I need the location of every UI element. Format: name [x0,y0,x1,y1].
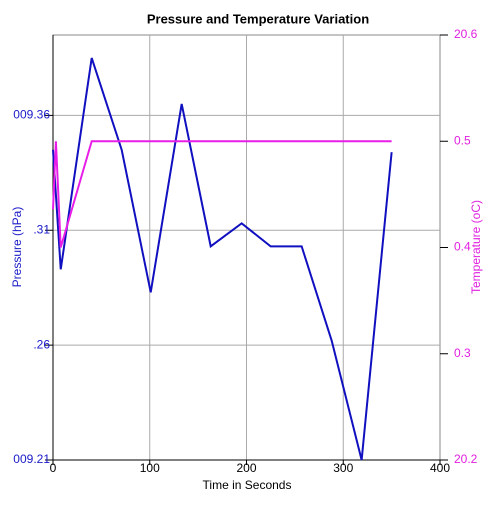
y-tick-label: 009.21 [13,452,50,466]
y2-tick-label: 0.5 [454,133,471,147]
x-tick-label: 200 [236,461,256,475]
y2-tick-label: 20.6 [454,27,478,41]
y2-axis-label: Temperature (oC) [469,200,483,294]
y-axis-label: Pressure (hPa) [10,207,24,288]
y-tick-label: 009.36 [13,108,50,122]
chart-title: Pressure and Temperature Variation [147,11,369,26]
y-tick-label: .31 [33,222,50,236]
x-tick-label: 100 [140,461,160,475]
y2-tick-label: 0.3 [454,346,471,360]
series-line [52,140,392,248]
y2-tick-label: 20.2 [454,452,478,466]
x-tick-label: 400 [430,461,450,475]
x-tick-label: 0 [50,461,57,475]
series-line [52,57,393,461]
y-tick-label: .26 [33,337,50,351]
x-tick-label: 300 [333,461,353,475]
y2-tick-label: 0.4 [454,240,471,254]
x-axis-label: Time in Seconds [203,478,292,492]
